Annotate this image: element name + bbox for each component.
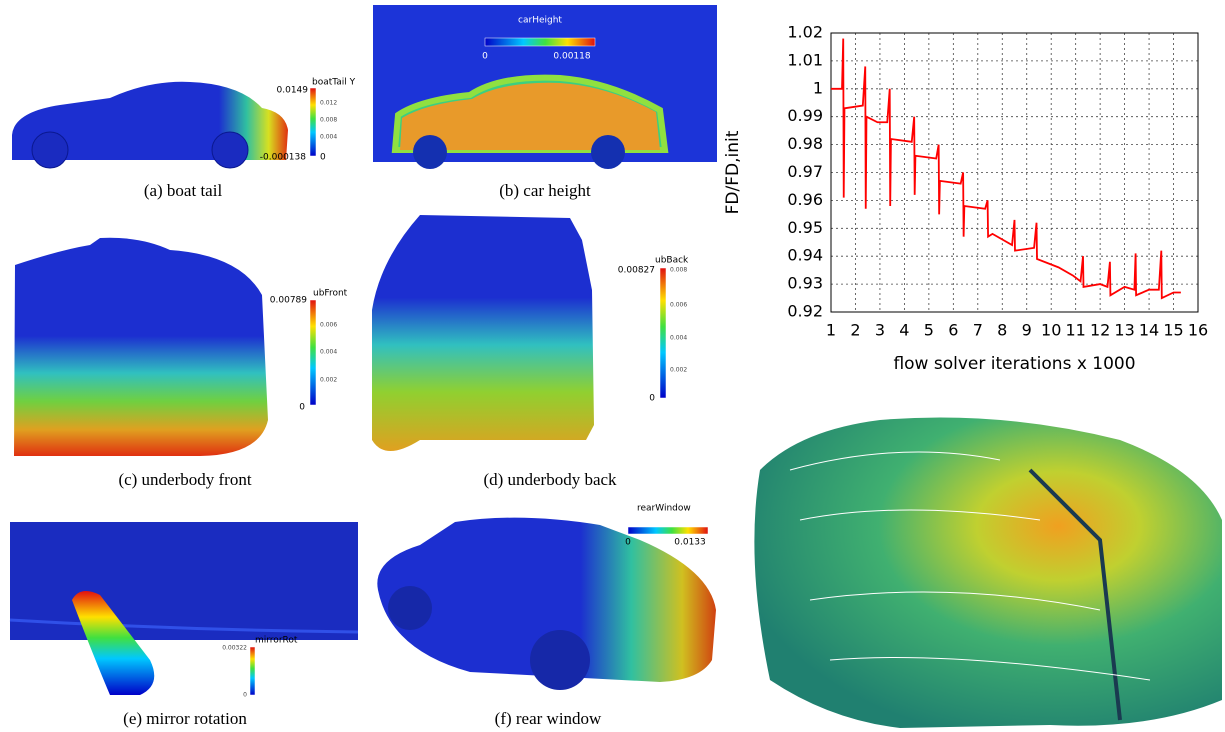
colorbar-label: 0.004: [320, 349, 337, 356]
y-tick-label: 0.95: [787, 218, 823, 237]
colorbar-label: 0: [320, 153, 326, 163]
x-axis-label: flow solver iterations x 1000: [893, 354, 1135, 374]
y-tick-label: 1: [813, 78, 823, 97]
x-tick-label: 13: [1114, 321, 1134, 340]
x-tick-label: 11: [1065, 321, 1085, 340]
x-tick-label: 12: [1090, 321, 1110, 340]
x-tick-label: 10: [1041, 321, 1061, 340]
colorbar-label: 0.008: [320, 117, 337, 124]
colorbar-title: boatTail Y: [312, 78, 356, 88]
y-tick-label: 1.02: [787, 23, 823, 42]
colorbar-label: 0.004: [320, 134, 337, 141]
x-tick-label: 6: [948, 321, 958, 340]
y-tick-label: 0.96: [787, 190, 823, 209]
colorbar-label: 0.00322: [222, 645, 247, 652]
y-tick-label: 0.92: [787, 302, 823, 321]
x-tick-label: 7: [973, 321, 983, 340]
colorbar: [660, 268, 666, 398]
panel-e: [10, 522, 358, 695]
x-tick-label: 8: [997, 321, 1007, 340]
data-line: [831, 39, 1181, 298]
colorbar-label: 0.006: [670, 302, 687, 309]
y-tick-label: 0.93: [787, 274, 823, 293]
colorbar-title: ubFront: [313, 289, 348, 299]
x-tick-label: 16: [1188, 321, 1208, 340]
panel-d: [372, 215, 594, 451]
colorbar-label: 0.012: [320, 100, 337, 107]
y-tick-label: 1.01: [787, 50, 823, 69]
y-tick-label: 0.94: [787, 246, 823, 265]
colorbar-label: 0: [299, 403, 305, 413]
panel-f: [377, 518, 716, 690]
panel-b: [373, 5, 717, 169]
x-tick-label: 1: [826, 321, 836, 340]
x-tick-label: 9: [1022, 321, 1032, 340]
colorbar-label: 0.006: [320, 322, 337, 329]
x-tick-label: 15: [1163, 321, 1183, 340]
colorbar-title: mirrorRot: [255, 636, 298, 646]
colorbar-label: 0.00827: [618, 266, 655, 276]
caption: (b) car height: [499, 181, 591, 200]
y-tick-label: 0.99: [787, 106, 823, 125]
colorbar-title: ubBack: [655, 256, 689, 266]
colorbar-label: 0.004: [670, 335, 687, 342]
x-tick-label: 3: [875, 321, 885, 340]
surface-render: [754, 418, 1222, 729]
colorbar-label: 0: [649, 394, 655, 404]
colorbar-label: 0.008: [670, 267, 687, 274]
y-tick-label: 0.97: [787, 162, 823, 181]
colorbar-title: rearWindow: [637, 504, 691, 514]
colorbar-label: 0: [482, 52, 488, 62]
x-tick-label: 5: [924, 321, 934, 340]
colorbar-label: 0.002: [670, 367, 687, 374]
panel-c: [14, 238, 268, 456]
panel-a: [12, 82, 288, 168]
colorbar-label: 0.0149: [277, 86, 309, 96]
caption: (e) mirror rotation: [123, 709, 247, 728]
caption: (f) rear window: [495, 709, 602, 728]
x-tick-label: 4: [899, 321, 909, 340]
x-tick-label: 2: [850, 321, 860, 340]
colorbar-label: 0: [625, 538, 631, 548]
colorbar-label: 0: [243, 692, 247, 699]
colorbar: [310, 300, 316, 405]
colorbar-label: -0.000138: [260, 153, 306, 163]
colorbar-label: 0.00118: [553, 52, 590, 62]
colorbar: [628, 527, 708, 534]
y-axis-label: FD/FD,init: [723, 130, 743, 214]
colorbar: [310, 88, 316, 156]
colorbar-label: 0.00789: [270, 296, 307, 306]
y-tick-label: 0.98: [787, 134, 823, 153]
colorbar-label: 0.002: [320, 377, 337, 384]
figure: (a) boat tail (b) car height (c) underbo…: [0, 0, 1225, 732]
colorbar: [485, 38, 595, 46]
caption: (a) boat tail: [144, 181, 223, 200]
colorbar-label: 0.0133: [674, 538, 706, 548]
caption: (d) underbody back: [483, 470, 617, 489]
colorbar: [250, 647, 255, 695]
x-tick-label: 14: [1139, 321, 1159, 340]
colorbar-title: carHeight: [518, 16, 562, 26]
caption: (c) underbody front: [118, 470, 251, 489]
